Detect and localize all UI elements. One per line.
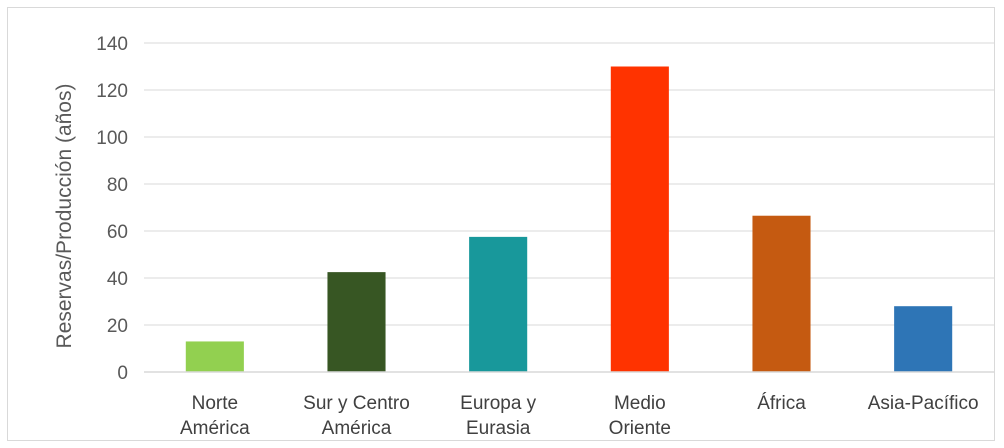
y-tick-label: 120 <box>96 81 128 102</box>
x-category-label: Medio Oriente <box>609 393 671 439</box>
y-tick-label: 0 <box>117 363 128 384</box>
x-category-label-line: Asia-Pacífico <box>868 393 979 414</box>
x-category-label-line: Eurasia <box>466 418 531 439</box>
x-category-label-line: América <box>322 418 392 439</box>
x-category-label: Europa y Eurasia <box>460 393 537 439</box>
y-axis-ticks: 0 20 40 60 80 100 120 140 <box>96 34 128 384</box>
x-category-label-line: América <box>180 418 250 439</box>
bar <box>752 215 811 372</box>
bars <box>185 66 953 372</box>
x-category-label-line: Norte <box>192 393 238 414</box>
x-category-label-line: Medio <box>614 393 666 414</box>
x-category-label-line: Europa y <box>460 393 537 414</box>
x-category-label: Sur y Centro América <box>303 393 410 439</box>
x-category-label: Norte América <box>180 393 250 439</box>
x-category-label-line: Sur y Centro <box>303 393 410 414</box>
y-tick-label: 80 <box>107 175 128 196</box>
bar <box>469 236 528 372</box>
x-category-label: Asia-Pacífico <box>868 393 979 414</box>
bar <box>894 306 953 372</box>
x-category-label: África <box>757 393 806 414</box>
y-tick-label: 100 <box>96 128 128 149</box>
bar <box>185 341 244 372</box>
x-category-label-line: Oriente <box>609 418 671 439</box>
y-axis-title: Reservas/Producción (años) <box>53 84 76 349</box>
y-tick-label: 140 <box>96 34 128 55</box>
x-category-label-line: África <box>757 393 806 414</box>
bar <box>327 272 386 372</box>
gridlines <box>144 42 994 326</box>
y-tick-label: 40 <box>107 269 128 290</box>
y-tick-label: 20 <box>107 316 128 337</box>
y-tick-label: 60 <box>107 222 128 243</box>
bar <box>610 66 669 372</box>
